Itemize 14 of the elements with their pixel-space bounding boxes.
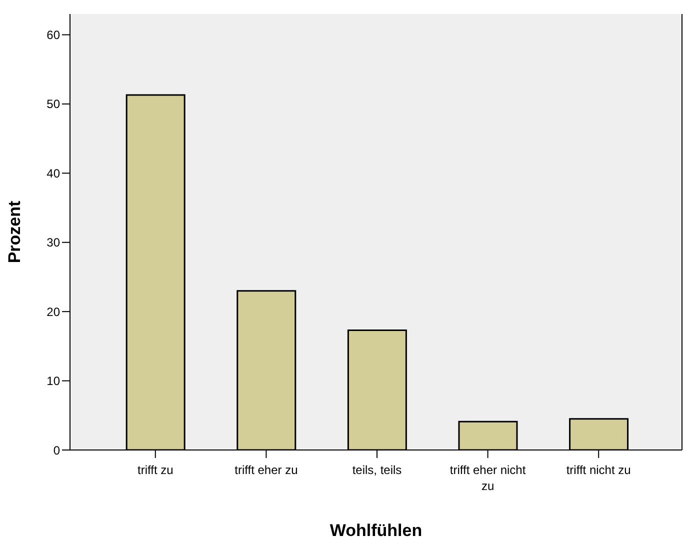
y-tick-label: 50: [46, 97, 60, 112]
y-tick-label: 30: [46, 236, 60, 250]
x-tick-label: trifft nicht zu: [566, 463, 631, 477]
x-tick-label: trifft eher nicht zu: [450, 463, 526, 493]
x-axis-title: Wohlfühlen: [330, 521, 422, 540]
y-tick-label: 20: [46, 304, 60, 319]
x-tick-label: teils, teils: [352, 463, 402, 477]
x-tick-label: trifft zu: [138, 463, 174, 477]
y-tick-label: 10: [46, 374, 60, 388]
y-tick-label: 40: [46, 166, 60, 180]
x-tick-label: trifft eher zu: [234, 463, 298, 477]
y-axis-title: Prozent: [5, 200, 24, 264]
y-tick-label: 0: [53, 443, 60, 458]
y-tick-label: 60: [46, 28, 60, 42]
